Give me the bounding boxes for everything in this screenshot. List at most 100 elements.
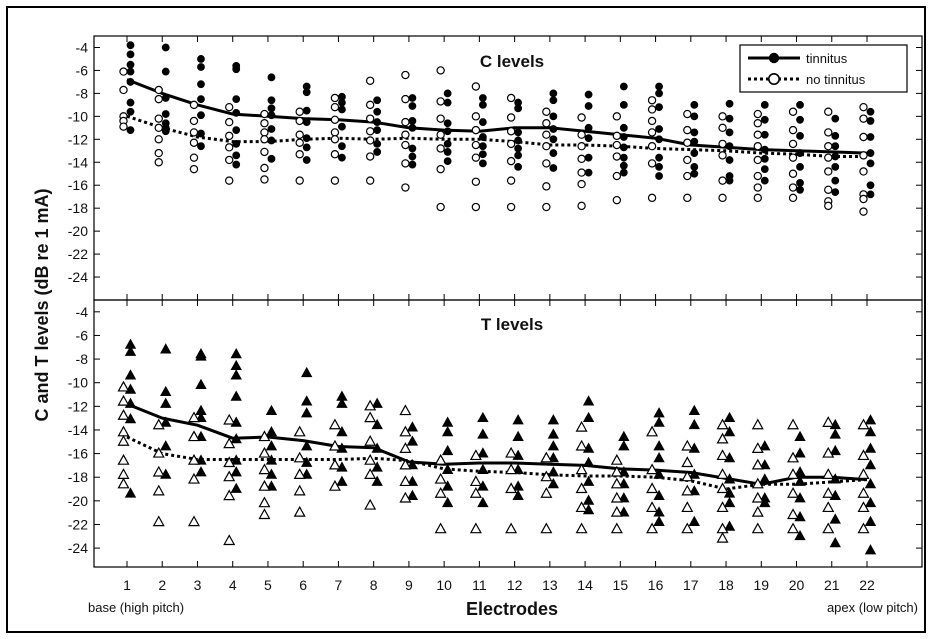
point-c-tinnitus xyxy=(232,65,241,74)
point-c-tinnitus xyxy=(866,181,875,190)
point-c-no-tinnitus xyxy=(365,100,375,110)
point-c-no-tinnitus xyxy=(683,138,692,147)
point-c-no-tinnitus xyxy=(401,130,410,139)
point-t-no-tinnitus xyxy=(364,498,377,510)
point-t-no-tinnitus xyxy=(681,439,694,451)
point-c-tinnitus xyxy=(831,162,840,171)
point-c-no-tinnitus xyxy=(471,112,481,121)
point-c-tinnitus xyxy=(796,115,804,124)
point-c-tinnitus xyxy=(443,98,452,107)
point-t-no-tinnitus xyxy=(258,463,271,475)
point-c-no-tinnitus xyxy=(647,116,657,126)
point-t-tinnitus xyxy=(195,454,207,465)
point-t-no-tinnitus xyxy=(469,475,482,487)
point-c-no-tinnitus xyxy=(260,135,269,144)
point-c-tinnitus xyxy=(338,122,346,131)
point-c-no-tinnitus xyxy=(330,102,340,112)
point-c-no-tinnitus xyxy=(189,153,199,162)
y-tick-label-t: -24 xyxy=(68,540,88,556)
point-c-no-tinnitus xyxy=(401,70,410,80)
point-c-no-tinnitus xyxy=(295,107,304,116)
legend-label-no-tinnitus: no tinnitus xyxy=(806,72,866,87)
mean-line-t-tinnitus xyxy=(126,402,868,486)
point-c-no-tinnitus xyxy=(718,139,727,149)
point-t-no-tinnitus xyxy=(117,409,130,420)
point-c-tinnitus xyxy=(796,100,804,109)
point-t-tinnitus xyxy=(477,411,489,423)
legend-marker-no-tinnitus xyxy=(767,73,780,86)
point-t-no-tinnitus xyxy=(328,479,341,491)
point-c-tinnitus xyxy=(796,149,804,157)
point-c-tinnitus xyxy=(549,149,558,157)
y-tick-label-t: -12 xyxy=(68,398,88,414)
point-t-tinnitus xyxy=(160,343,172,354)
point-c-no-tinnitus xyxy=(753,183,762,192)
point-c-tinnitus xyxy=(514,144,523,153)
point-c-no-tinnitus xyxy=(471,140,481,150)
point-c-no-tinnitus xyxy=(542,159,551,168)
point-c-tinnitus xyxy=(655,135,663,144)
point-t-no-tinnitus xyxy=(540,522,553,534)
point-t-tinnitus xyxy=(371,461,383,472)
point-t-no-tinnitus xyxy=(293,505,306,517)
point-t-no-tinnitus xyxy=(716,432,729,444)
point-c-no-tinnitus xyxy=(330,150,340,159)
point-c-no-tinnitus xyxy=(859,114,868,123)
point-t-tinnitus xyxy=(230,348,242,359)
x-tick-label: 6 xyxy=(299,577,307,593)
point-c-no-tinnitus xyxy=(753,193,762,203)
point-c-no-tinnitus xyxy=(401,159,410,168)
point-t-no-tinnitus xyxy=(399,442,412,453)
point-t-tinnitus xyxy=(618,430,630,441)
point-c-no-tinnitus xyxy=(260,128,269,137)
point-c-no-tinnitus xyxy=(647,128,657,137)
y-tick-label-t: -18 xyxy=(68,469,88,485)
point-c-tinnitus xyxy=(408,152,417,161)
point-t-no-tinnitus xyxy=(117,394,130,406)
point-c-tinnitus xyxy=(373,118,382,126)
point-c-tinnitus xyxy=(690,162,699,171)
point-t-no-tinnitus xyxy=(293,468,306,479)
point-t-no-tinnitus xyxy=(469,522,482,534)
point-c-no-tinnitus xyxy=(436,130,445,139)
point-c-tinnitus xyxy=(161,110,170,118)
point-c-tinnitus xyxy=(866,133,875,141)
point-t-no-tinnitus xyxy=(787,522,800,534)
point-t-tinnitus xyxy=(864,515,877,527)
point-c-no-tinnitus xyxy=(859,194,868,204)
point-t-tinnitus xyxy=(653,407,665,418)
point-t-tinnitus xyxy=(547,440,560,451)
point-t-no-tinnitus xyxy=(610,522,623,534)
point-t-tinnitus xyxy=(160,416,172,427)
point-c-tinnitus xyxy=(549,112,558,121)
point-t-no-tinnitus xyxy=(575,501,588,513)
point-c-tinnitus xyxy=(514,151,523,160)
point-c-tinnitus xyxy=(619,143,628,152)
y-tick-label-c: -16 xyxy=(68,177,88,193)
point-c-no-tinnitus xyxy=(542,130,551,139)
point-c-no-tinnitus xyxy=(683,171,692,181)
point-c-no-tinnitus xyxy=(365,176,375,185)
point-t-no-tinnitus xyxy=(117,425,130,437)
point-c-tinnitus xyxy=(584,134,593,143)
x-tick-label: 2 xyxy=(158,577,166,593)
point-c-no-tinnitus xyxy=(401,94,410,104)
y-tick-label-c: -22 xyxy=(68,246,88,262)
point-c-tinnitus xyxy=(866,190,875,199)
point-c-no-tinnitus xyxy=(683,193,692,203)
point-t-tinnitus xyxy=(406,475,419,486)
point-c-no-tinnitus xyxy=(824,167,833,176)
point-t-tinnitus xyxy=(547,451,560,463)
point-t-no-tinnitus xyxy=(751,505,764,517)
point-t-tinnitus xyxy=(688,404,700,415)
point-c-no-tinnitus xyxy=(577,168,586,177)
point-c-tinnitus xyxy=(514,162,523,171)
x-tick-label: 21 xyxy=(824,577,840,593)
point-t-tinnitus xyxy=(688,418,700,430)
point-c-tinnitus xyxy=(197,129,205,138)
point-t-no-tinnitus xyxy=(258,446,271,458)
point-c-no-tinnitus xyxy=(647,105,657,114)
point-c-tinnitus xyxy=(443,139,452,148)
y-tick-label-t: -22 xyxy=(68,516,88,532)
point-c-tinnitus xyxy=(197,95,205,104)
